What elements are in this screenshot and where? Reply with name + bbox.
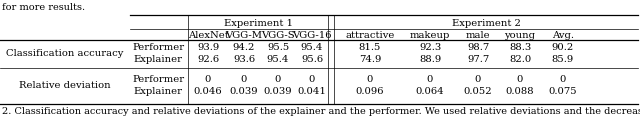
Text: for more results.: for more results.	[2, 4, 85, 13]
Text: 93.6: 93.6	[233, 55, 255, 65]
Text: 0.096: 0.096	[356, 88, 384, 97]
Text: VGG-16: VGG-16	[292, 30, 332, 40]
Text: 93.9: 93.9	[197, 44, 219, 53]
Text: VGG-M: VGG-M	[225, 30, 262, 40]
Text: 0: 0	[205, 76, 211, 84]
Text: 0.041: 0.041	[298, 88, 326, 97]
Text: AlexNet: AlexNet	[188, 30, 228, 40]
Text: 81.5: 81.5	[359, 44, 381, 53]
Text: 92.3: 92.3	[419, 44, 441, 53]
Text: 95.4: 95.4	[267, 55, 289, 65]
Text: 0.088: 0.088	[506, 88, 534, 97]
Text: 0.052: 0.052	[464, 88, 492, 97]
Text: Avg.: Avg.	[552, 30, 574, 40]
Text: male: male	[466, 30, 490, 40]
Text: 0.064: 0.064	[416, 88, 444, 97]
Text: 0: 0	[309, 76, 315, 84]
Text: 0.039: 0.039	[264, 88, 292, 97]
Text: 88.3: 88.3	[509, 44, 531, 53]
Text: 0.046: 0.046	[194, 88, 222, 97]
Text: 98.7: 98.7	[467, 44, 489, 53]
Text: 94.2: 94.2	[233, 44, 255, 53]
Text: 0: 0	[367, 76, 373, 84]
Text: 74.9: 74.9	[359, 55, 381, 65]
Text: 92.6: 92.6	[197, 55, 219, 65]
Text: 97.7: 97.7	[467, 55, 489, 65]
Text: 0: 0	[560, 76, 566, 84]
Text: 85.9: 85.9	[552, 55, 574, 65]
Text: Explainer: Explainer	[134, 88, 182, 97]
Text: 95.5: 95.5	[267, 44, 289, 53]
Text: 88.9: 88.9	[419, 55, 441, 65]
Text: 0.075: 0.075	[548, 88, 577, 97]
Text: 82.0: 82.0	[509, 55, 531, 65]
Text: attractive: attractive	[346, 30, 395, 40]
Text: Experiment 1: Experiment 1	[223, 19, 292, 29]
Text: 0: 0	[275, 76, 281, 84]
Text: Relative deviation: Relative deviation	[19, 82, 111, 91]
Text: 0: 0	[517, 76, 523, 84]
Text: Explainer: Explainer	[134, 55, 182, 65]
Text: 90.2: 90.2	[552, 44, 574, 53]
Text: 0: 0	[427, 76, 433, 84]
Text: Performer: Performer	[132, 76, 184, 84]
Text: 0.039: 0.039	[230, 88, 259, 97]
Text: VGG-S: VGG-S	[261, 30, 295, 40]
Text: 0: 0	[241, 76, 247, 84]
Text: Experiment 2: Experiment 2	[452, 19, 520, 29]
Text: Performer: Performer	[132, 44, 184, 53]
Text: 95.6: 95.6	[301, 55, 323, 65]
Text: young: young	[504, 30, 536, 40]
Text: makeup: makeup	[410, 30, 450, 40]
Text: 95.4: 95.4	[301, 44, 323, 53]
Text: 2. Classification accuracy and relative deviations of the explainer and the perf: 2. Classification accuracy and relative …	[2, 107, 640, 116]
Text: Classification accuracy: Classification accuracy	[6, 49, 124, 59]
Text: 0: 0	[475, 76, 481, 84]
